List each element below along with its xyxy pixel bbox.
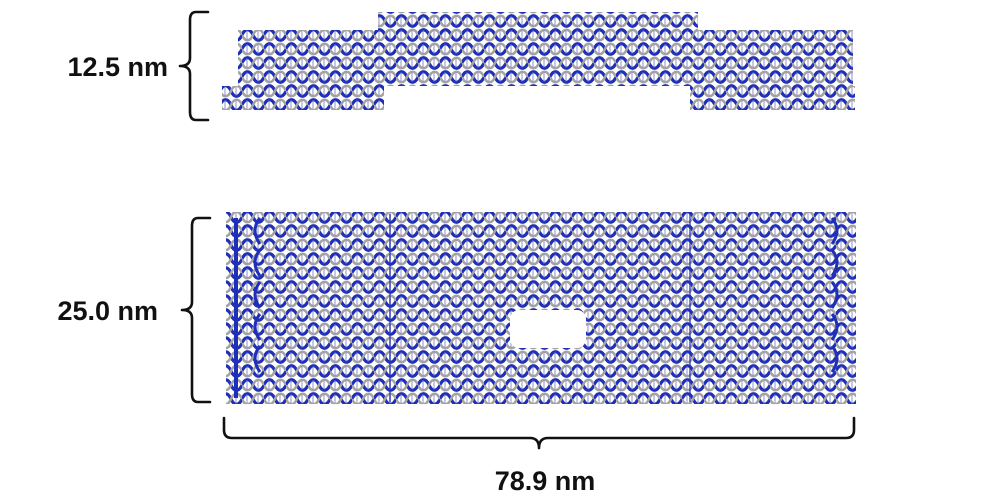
top-view-height-bracket	[180, 216, 212, 404]
top-view-height-label: 25.0 nm	[57, 296, 158, 326]
side-view-height-label: 12.5 nm	[67, 52, 168, 82]
side-view-bottom-left-layer	[222, 86, 384, 110]
top-view-helix-array	[226, 212, 856, 404]
scaffold-loop-left-inner	[253, 217, 262, 373]
side-view-middle-layers	[238, 30, 853, 86]
side-view-structure	[222, 12, 855, 110]
top-view-width-bracket	[222, 416, 856, 450]
top-view-width-label: 78.9 nm	[495, 466, 596, 496]
side-view-bottom-right-layer	[690, 86, 855, 110]
side-view-height-bracket	[178, 10, 210, 122]
side-view-top-layer	[378, 12, 698, 32]
top-view-structure	[226, 212, 856, 404]
scaffold-loop-right	[830, 217, 839, 373]
central-cavity	[510, 310, 586, 348]
